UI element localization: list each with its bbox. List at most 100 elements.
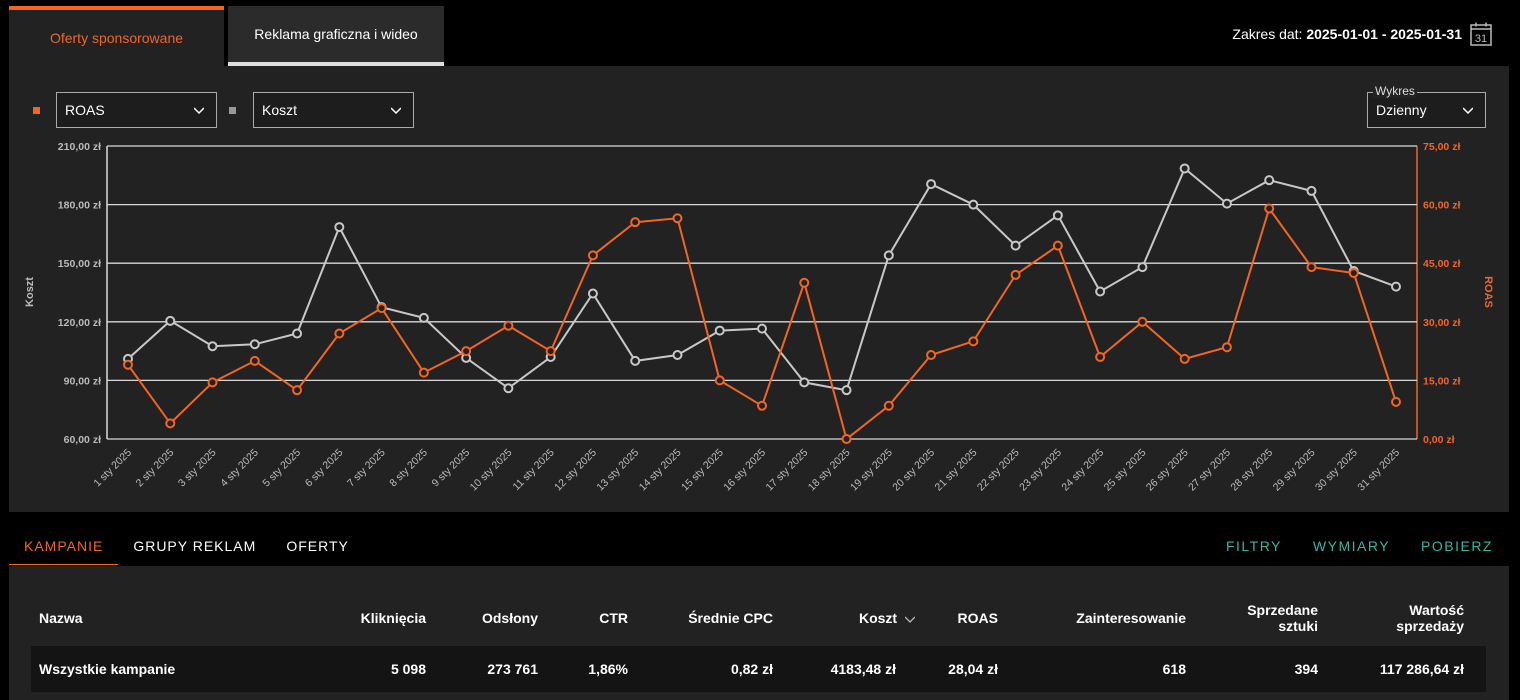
data-point-roas (418, 367, 429, 378)
x-tick-label: 31 sty 2025 (1355, 447, 1402, 494)
data-point-koszt (714, 325, 725, 336)
x-tick-label: 12 sty 2025 (552, 447, 599, 494)
x-tick-label: 17 sty 2025 (764, 447, 811, 494)
calendar-day: 31 (1475, 33, 1487, 45)
data-point-roas (714, 375, 725, 386)
header-clicks[interactable]: Kliknięcia (360, 610, 426, 626)
x-tick-label: 18 sty 2025 (806, 447, 853, 494)
x-tick-label: 14 sty 2025 (637, 447, 684, 494)
date-range-value: 2025-01-01 - 2025-01-31 (1306, 26, 1462, 42)
metric2-value: Koszt (262, 102, 298, 118)
header-sold[interactable]: Sprzedane sztuki (1247, 602, 1318, 634)
x-tick-label: 28 sty 2025 (1228, 447, 1275, 494)
data-point-koszt (757, 323, 767, 334)
x-tick-label: 5 sty 2025 (260, 447, 303, 490)
x-tick-label: 7 sty 2025 (345, 447, 388, 490)
metric2-legend-swatch (229, 107, 236, 114)
tab-display-video[interactable]: Reklama graficzna i wideo (228, 6, 444, 66)
x-tick-label: 3 sty 2025 (176, 447, 219, 490)
date-range-label: Zakres dat: (1232, 26, 1303, 42)
data-point-koszt (1179, 163, 1190, 174)
cell-cost: 4183,48 zł (830, 661, 896, 677)
data-point-roas (1179, 353, 1190, 364)
dimensions-button[interactable]: WYMIARY (1312, 538, 1391, 554)
x-tick-label: 29 sty 2025 (1271, 447, 1318, 494)
header-sold-line1: Sprzedane (1247, 602, 1318, 618)
header-ctr[interactable]: CTR (599, 610, 628, 626)
tab-ad-groups[interactable]: GRUPY REKLAM (133, 538, 257, 554)
data-point-roas (207, 377, 218, 388)
y-axis-right-label: ROAS (1482, 276, 1494, 308)
header-sales-value[interactable]: Wartość sprzedaży (1396, 602, 1464, 634)
header-cost[interactable]: Koszt (859, 610, 916, 626)
x-tick-label: 9 sty 2025 (430, 447, 473, 490)
x-tick-label: 1 sty 2025 (91, 447, 134, 490)
data-point-roas (1010, 269, 1021, 280)
data-point-roas (841, 434, 852, 444)
header-name[interactable]: Nazwa (39, 610, 83, 626)
calendar-icon[interactable]: 31 (1470, 22, 1492, 46)
date-range: Zakres dat: 2025-01-01 - 2025-01-31 (1232, 26, 1462, 42)
data-point-koszt (1264, 175, 1275, 186)
header-value-line2: sprzedaży (1396, 618, 1464, 634)
data-point-roas (630, 217, 641, 228)
metric1-select[interactable]: ROAS (56, 92, 217, 128)
y-left-tick-label: 150,00 zł (58, 258, 101, 270)
x-tick-label: 4 sty 2025 (218, 447, 261, 490)
data-point-roas (587, 250, 598, 261)
metric2-select[interactable]: Koszt (253, 92, 414, 128)
y-right-tick-label: 0,00 zł (1423, 434, 1455, 446)
data-point-koszt (1137, 262, 1148, 273)
y-right-tick-label: 15,00 zł (1423, 375, 1460, 387)
cell-cpc: 0,82 zł (730, 661, 773, 677)
cell-ctr: 1,86% (588, 661, 628, 677)
data-point-roas (503, 320, 514, 331)
data-point-koszt (334, 222, 345, 233)
cell-name: Wszystkie kampanie (39, 661, 176, 677)
y-right-tick-label: 60,00 zł (1423, 200, 1460, 212)
header-cpc[interactable]: Średnie CPC (688, 610, 773, 626)
cell-sold: 394 (1294, 661, 1318, 677)
y-right-tick-label: 45,00 zł (1423, 258, 1460, 270)
header-roas[interactable]: ROAS (957, 610, 998, 626)
x-tick-label: 15 sty 2025 (679, 447, 726, 494)
tab-campaigns[interactable]: KAMPANIE (9, 530, 119, 565)
data-point-roas (249, 355, 260, 366)
cell-impressions: 273 761 (487, 661, 538, 677)
filters-button[interactable]: FILTRY (1225, 538, 1282, 554)
metric1-legend-swatch (33, 107, 40, 114)
data-point-koszt (841, 385, 852, 396)
header-interest[interactable]: Zainteresowanie (1076, 610, 1186, 626)
data-point-roas (292, 385, 303, 396)
y-left-tick-label: 90,00 zł (64, 375, 101, 387)
table-header: Nazwa Kliknięcia Odsłony CTR Średnie CPC… (31, 596, 1486, 646)
data-point-roas (123, 359, 133, 370)
data-point-koszt (968, 199, 979, 210)
data-point-roas (1306, 262, 1317, 273)
data-point-roas (334, 328, 345, 339)
x-tick-label: 19 sty 2025 (848, 447, 895, 494)
header-impressions[interactable]: Odsłony (481, 610, 538, 626)
x-tick-label: 22 sty 2025 (975, 447, 1022, 494)
y-left-tick-label: 210,00 zł (58, 141, 101, 153)
chevron-down-icon (1463, 107, 1473, 115)
chevron-down-icon (391, 107, 401, 115)
table-row[interactable]: Wszystkie kampanie 5 098 273 761 1,86% 0… (31, 646, 1486, 692)
cell-sales-value: 117 286,64 zł (1379, 661, 1464, 677)
data-point-roas (1095, 351, 1106, 362)
data-point-roas (672, 213, 683, 224)
data-point-roas (968, 336, 979, 347)
cell-roas: 28,04 zł (948, 661, 998, 677)
data-point-koszt (207, 341, 218, 352)
download-button[interactable]: POBIERZ (1421, 538, 1493, 554)
data-point-koszt (883, 250, 894, 261)
x-tick-label: 2 sty 2025 (134, 447, 177, 490)
data-point-koszt (1052, 210, 1063, 221)
cell-interest: 618 (1162, 661, 1186, 677)
tab-sponsored-offers[interactable]: Oferty sponsorowane (9, 6, 224, 66)
chart-mode-select[interactable]: Dzienny (1367, 92, 1486, 128)
tab-offers[interactable]: OFERTY (286, 538, 349, 554)
x-tick-label: 23 sty 2025 (1017, 447, 1064, 494)
data-point-koszt (672, 350, 683, 361)
metric1-value: ROAS (65, 102, 105, 118)
